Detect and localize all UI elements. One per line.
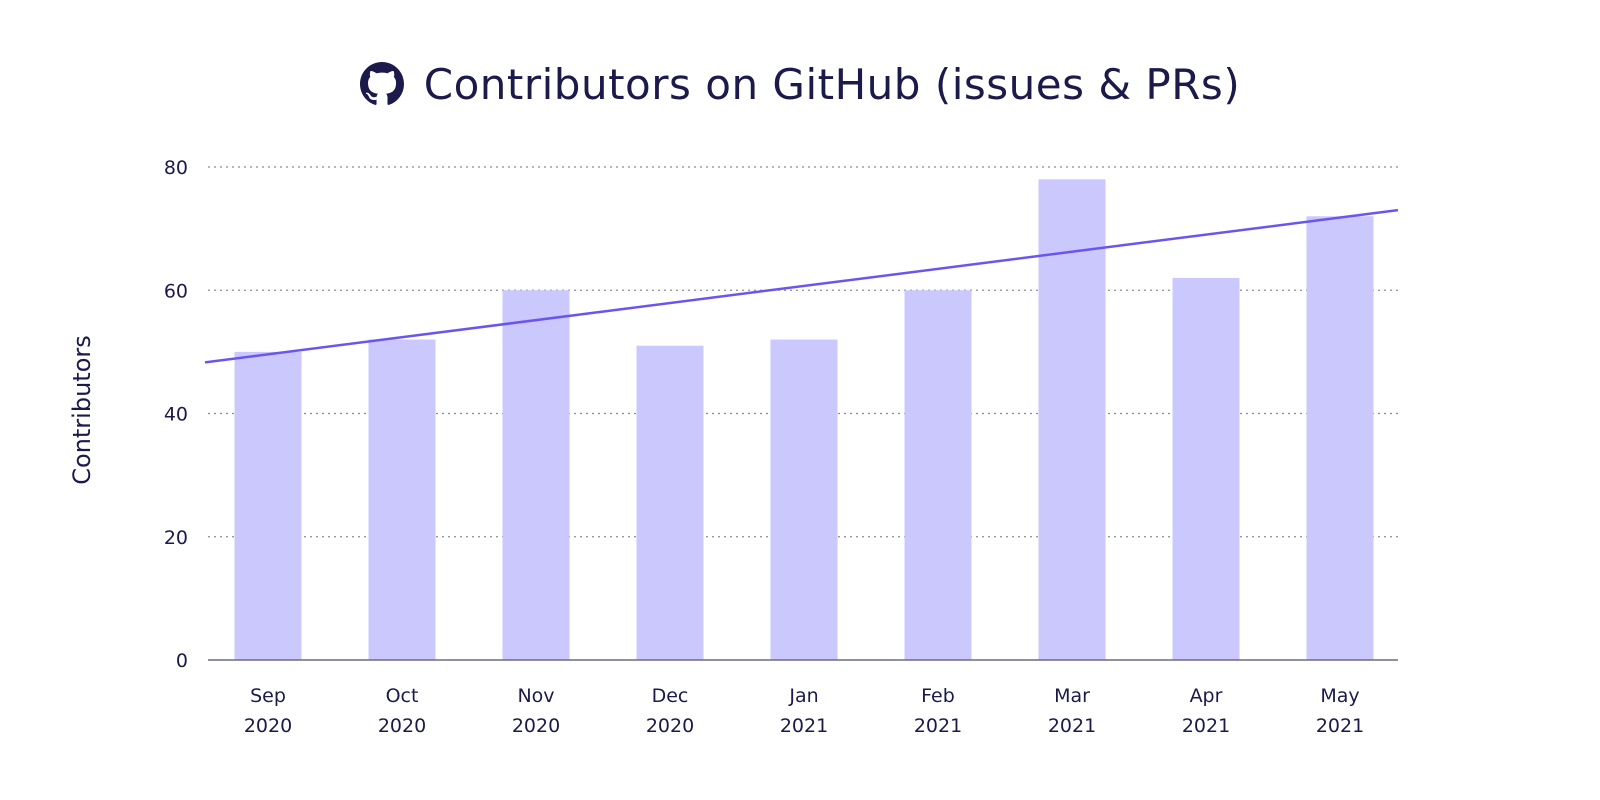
bar-dec [636,345,704,660]
bar-apr [1172,277,1240,660]
x-tick-label-year: 2021 [914,715,962,737]
bar-feb [904,290,972,660]
tick-labels: 0 20 40 60 80 Sep 2020 Oct 2020 Nov 2020 Dec 2020 Jan… [164,157,1364,737]
github-icon [359,62,404,105]
x-tick-label-year: 2021 [1316,715,1364,737]
y-tick-label: 0 [176,650,188,672]
y-tick-label: 80 [164,157,188,179]
x-tick-label-month: Sep [250,685,286,707]
x-tick-label-year: 2021 [1182,715,1230,737]
y-tick-label: 40 [164,404,188,426]
x-tick-label-month: Dec [652,685,689,707]
x-tick-label-month: Feb [921,685,955,707]
x-tick-label-year: 2021 [1048,715,1096,737]
bar-may [1306,216,1374,661]
bars [234,179,1374,661]
x-tick-label-month: May [1320,685,1359,707]
trendline [204,208,1399,364]
x-tick-label-year: 2021 [780,715,828,737]
chart-title: Contributors on GitHub (issues & PRs) [423,59,1241,109]
x-tick-label-year: 2020 [646,715,694,737]
x-tick-label-month: Oct [386,685,419,707]
y-tick-label: 60 [164,280,188,302]
x-tick-label-month: Jan [788,685,818,707]
chart-header: Contributors on GitHub (issues & PRs) [0,52,1600,116]
x-tick-label-year: 2020 [378,715,426,737]
x-tick-label-month: Mar [1054,685,1090,707]
bar-oct [368,339,436,660]
bar-sep [234,351,302,660]
x-tick-label-month: Apr [1190,685,1223,707]
trendline-group [204,208,1399,364]
y-axis-title: Contributors [68,335,96,485]
bar-nov [502,290,570,660]
x-tick-label-month: Nov [517,685,554,707]
bar-mar [1038,179,1106,660]
bar-jan [770,339,838,660]
x-tick-label-year: 2020 [512,715,560,737]
y-tick-label: 20 [164,527,188,549]
x-tick-label-year: 2020 [244,715,292,737]
